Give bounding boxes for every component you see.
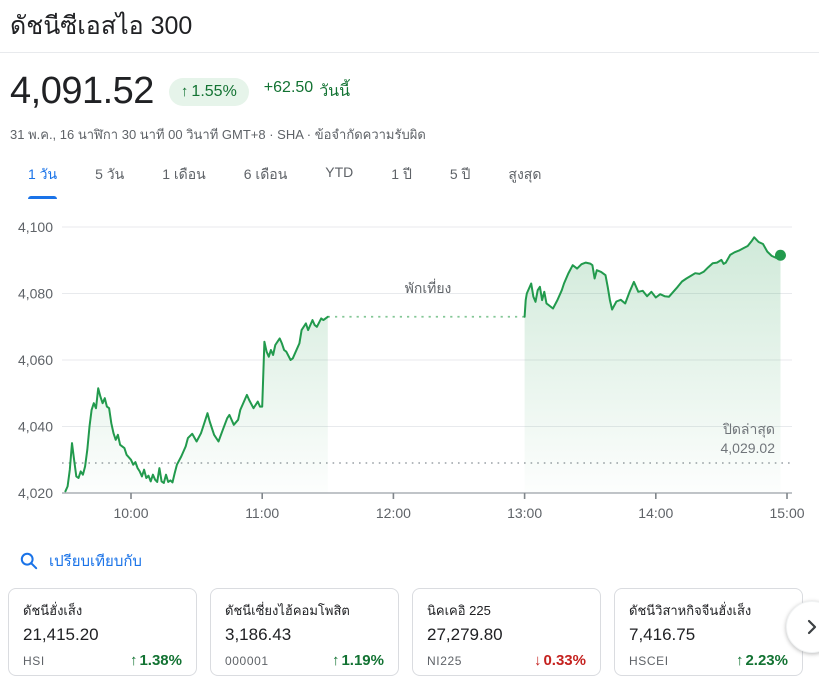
card-ticker: 000001 [225, 654, 269, 668]
compare-card-ni225[interactable]: นิคเคอิ 225 27,279.80 NI225 ↓ 0.33% [412, 588, 601, 676]
compare-card-hscei[interactable]: ดัชนีวิสาหกิจจีนฮั่งเส็ง 7,416.75 HSCEI … [614, 588, 803, 676]
card-change-value: 1.38% [139, 652, 182, 669]
page-title: ดัชนีซีเอสไอ 300 [10, 12, 193, 40]
compare-card-000001[interactable]: ดัชนีเซี่ยงไฮ้คอมโพสิต 3,186.43 000001 ↑… [210, 588, 399, 676]
y-axis-label: 4,100 [18, 219, 53, 235]
card-index-value: 21,415.20 [23, 625, 99, 644]
price-area-morning [65, 316, 328, 493]
card-index-value: 7,416.75 [629, 625, 696, 644]
card-index-name: ดัชนีวิสาหกิจจีนฮั่งเส็ง [629, 603, 752, 618]
x-axis-label: 14:00 [638, 505, 673, 521]
card-ticker: HSI [23, 654, 45, 668]
arrow-up-icon: ↑ [180, 83, 189, 100]
tab-1-month[interactable]: 1 เดือน [162, 166, 206, 182]
x-axis-label: 13:00 [507, 505, 542, 521]
card-ticker: HSCEI [629, 654, 669, 668]
x-axis-label: 12:00 [376, 505, 411, 521]
tab-max[interactable]: สูงสุด [508, 166, 542, 182]
compare-card-hsi[interactable]: ดัชนีฮั่งเส็ง 21,415.20 HSI ↑ 1.38% [8, 588, 197, 676]
change-today: +62.50 วันนี้ [264, 79, 350, 104]
card-index-value: 27,279.80 [427, 625, 503, 644]
change-percent-value: 1.55% [191, 82, 237, 100]
card-change-percent: ↑ 1.38% [130, 652, 182, 669]
tab-1-year[interactable]: 1 ปี [391, 166, 412, 182]
card-index-name: ดัชนีฮั่งเส็ง [23, 603, 83, 618]
y-axis-label: 4,040 [18, 419, 53, 435]
price-row: 4,091.52 ↑ 1.55% +62.50 วันนี้ [10, 70, 350, 113]
previous-close-value: 4,029.02 [720, 440, 776, 456]
change-percent-badge: ↑ 1.55% [168, 77, 249, 106]
tab-1-day[interactable]: 1 วัน [28, 158, 58, 199]
arrow-down-icon: ↓ [533, 652, 542, 669]
card-ticker: NI225 [427, 654, 463, 668]
card-change-value: 2.23% [745, 652, 788, 669]
tab-5-day[interactable]: 5 วัน [95, 166, 125, 182]
y-axis-label: 4,080 [18, 286, 53, 302]
arrow-up-icon: ↑ [735, 652, 744, 669]
latest-price-dot [774, 249, 786, 261]
change-absolute-value: +62.50 [263, 79, 314, 96]
card-index-value: 3,186.43 [225, 625, 292, 644]
card-change-value: 1.19% [341, 652, 384, 669]
x-axis-label: 10:00 [113, 505, 148, 521]
scroll-right-button[interactable] [786, 601, 819, 653]
range-tabs: 1 วัน 5 วัน 1 เดือน 6 เดือน YTD 1 ปี 5 ป… [28, 158, 541, 199]
price-chart[interactable]: 4,100 4,080 4,060 4,040 4,020 10:00 11:00 12:00… [0, 210, 819, 545]
quote-timestamp: 31 พ.ค., 16 นาฬิกา 30 นาที 00 วินาที GMT… [10, 127, 426, 142]
card-change-percent: ↓ 0.33% [534, 652, 586, 669]
price-line-afternoon [523, 236, 782, 318]
x-axis-label: 11:00 [245, 505, 279, 521]
x-axis-label: 15:00 [769, 505, 804, 521]
lunch-break-annotation: พักเที่ยง [404, 280, 452, 296]
compare-with-control[interactable]: เปรียบเทียบกับ [20, 549, 142, 573]
tab-5-year[interactable]: 5 ปี [449, 166, 471, 182]
y-axis-label: 4,060 [18, 352, 53, 368]
card-change-percent: ↑ 1.19% [332, 652, 384, 669]
compare-label: เปรียบเทียบกับ [49, 553, 142, 570]
change-period-label: วันนี้ [319, 83, 351, 100]
tab-6-month[interactable]: 6 เดือน [243, 166, 288, 182]
chevron-right-icon [807, 619, 817, 635]
compare-cards: ดัชนีฮั่งเส็ง 21,415.20 HSI ↑ 1.38% ดัชนี… [8, 588, 803, 676]
tab-ytd[interactable]: YTD [325, 164, 354, 180]
card-change-value: 0.33% [543, 652, 586, 669]
previous-close-annotation: ปิดล่าสุด 4,029.02 [721, 420, 776, 458]
y-axis-label: 4,020 [18, 485, 53, 501]
previous-close-label: ปิดล่าสุด [722, 421, 775, 437]
card-index-name: ดัชนีเซี่ยงไฮ้คอมโพสิต [225, 603, 350, 618]
chart-canvas[interactable]: 4,100 4,080 4,060 4,040 4,020 10:00 11:00 12:00… [0, 210, 819, 545]
card-index-name: นิคเคอิ 225 [427, 603, 491, 618]
search-icon [20, 552, 38, 570]
price-line-morning [64, 315, 329, 493]
arrow-up-icon: ↑ [331, 652, 340, 669]
price-area-afternoon [524, 237, 781, 493]
header-divider [0, 52, 819, 53]
card-change-percent: ↑ 2.23% [736, 652, 788, 669]
current-price: 4,091.52 [10, 70, 154, 112]
arrow-up-icon: ↑ [129, 652, 138, 669]
